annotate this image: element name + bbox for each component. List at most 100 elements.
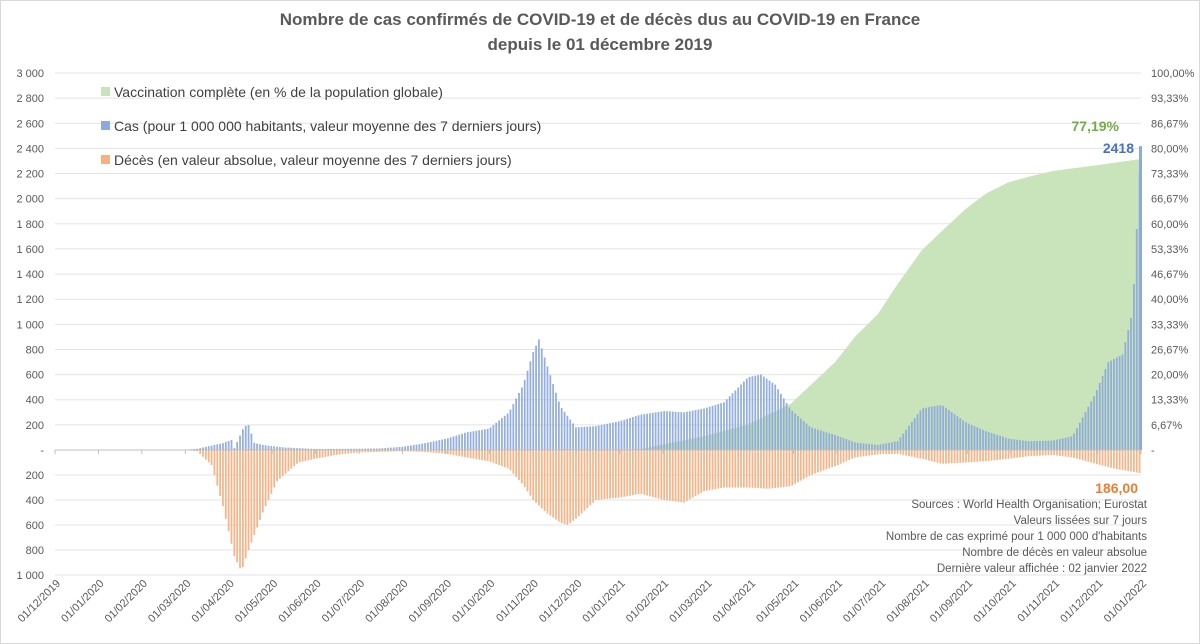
- cases-bar: [1127, 330, 1130, 450]
- deaths-bar: [276, 450, 278, 482]
- note-smoothing: Valeurs lissées sur 7 jours: [1014, 515, 1148, 527]
- deaths-bar: [996, 450, 999, 460]
- deaths-bar: [310, 450, 313, 460]
- deaths-bar: [438, 450, 441, 454]
- cases-bar: [1030, 441, 1033, 450]
- deaths-bar: [623, 450, 626, 497]
- deaths-bar: [338, 450, 341, 455]
- cases-bar: [503, 415, 506, 450]
- legend: Vaccination complète (en % de la populat…: [101, 84, 541, 168]
- cases-bar: [395, 447, 398, 450]
- deaths-bar: [239, 450, 241, 569]
- deaths-bar: [777, 450, 779, 488]
- cases-bar: [196, 448, 199, 450]
- deaths-bar: [1044, 450, 1047, 456]
- cases-bar: [1004, 437, 1007, 450]
- deaths-bar: [845, 450, 848, 462]
- cases-bar: [523, 379, 526, 450]
- deaths-bar: [284, 450, 287, 474]
- cases-bar: [532, 351, 535, 450]
- deaths-bar: [1130, 450, 1132, 472]
- cases-bar: [780, 393, 782, 450]
- deaths-bar: [475, 450, 478, 460]
- deaths-bar: [771, 450, 774, 489]
- deaths-bar: [842, 450, 845, 463]
- cases-bar: [441, 439, 444, 450]
- deaths-bar: [717, 450, 720, 489]
- cases-bar: [640, 414, 643, 450]
- deaths-bar: [290, 450, 293, 469]
- deaths-bar: [1124, 450, 1127, 471]
- cases-bar: [930, 406, 933, 450]
- deaths-bar: [520, 450, 523, 484]
- left-axis-tick-label: 2 000: [16, 194, 44, 206]
- cases-bar: [261, 444, 264, 450]
- cases-bar: [777, 389, 779, 450]
- legend-label-vaccination: Vaccination complète (en % de la populat…: [114, 84, 443, 100]
- deaths-bar: [984, 450, 987, 462]
- cases-bar: [270, 445, 273, 450]
- left-axis-tick-label: 600: [26, 520, 44, 532]
- cases-bar: [421, 443, 424, 450]
- cases-bar: [671, 411, 674, 450]
- cases-bar: [674, 411, 677, 450]
- cases-bar: [913, 418, 916, 450]
- deaths-bar: [651, 450, 654, 498]
- deaths-bar: [509, 450, 512, 471]
- deaths-bar: [435, 450, 438, 453]
- right-axis-tick-label: 33,33%: [1151, 319, 1189, 331]
- cases-bar: [1064, 437, 1067, 450]
- left-axis-tick-labels: 3 000 2 800 2 600 2 400 2 200 2 000 1 800 1 600…: [16, 68, 44, 582]
- deaths-bar: [1104, 450, 1107, 467]
- cases-bar: [856, 442, 859, 450]
- deaths-bar: [862, 450, 865, 457]
- cases-bar: [609, 423, 611, 450]
- deaths-bar: [486, 450, 489, 462]
- cases-bar: [868, 444, 871, 450]
- cases-bar: [224, 442, 227, 450]
- deaths-bar: [836, 450, 839, 465]
- deaths-bar: [347, 450, 350, 454]
- deaths-bar: [876, 450, 879, 455]
- deaths-bar: [543, 450, 546, 512]
- cases-bar: [566, 415, 569, 450]
- deaths-bar: [743, 450, 745, 488]
- deaths-bar: [381, 450, 384, 452]
- cases-bar: [706, 407, 708, 450]
- right-axis-tick-label: 100,00%: [1151, 68, 1195, 80]
- cases-bar: [1115, 357, 1118, 450]
- cases-bar: [461, 433, 463, 450]
- deaths-bar: [1087, 450, 1090, 462]
- right-axis-tick-label: -: [1151, 445, 1155, 457]
- left-axis-tick-label: -: [40, 445, 44, 457]
- deaths-bar: [449, 450, 452, 455]
- cases-bar: [885, 443, 888, 450]
- cases-bar: [620, 420, 623, 450]
- deaths-bar: [418, 450, 421, 452]
- deaths-bar: [546, 450, 549, 514]
- cases-bar: [335, 448, 338, 450]
- cases-bar: [1107, 362, 1110, 450]
- cases-bar: [381, 448, 384, 450]
- note-deaths-unit: Nombre de décès en valeur absolue: [962, 547, 1147, 559]
- deaths-bar: [677, 450, 680, 502]
- cases-bar: [239, 435, 241, 450]
- chart-subtitle: depuis le 01 décembre 2019: [488, 35, 713, 54]
- cases-bar: [370, 448, 372, 450]
- deaths-bar: [1135, 450, 1138, 473]
- cases-bar: [401, 446, 404, 450]
- last-value-vaccination-label: 77,19%: [1072, 118, 1120, 134]
- deaths-bar: [933, 450, 936, 462]
- note-cases-unit: Nombre de cas exprimé pour 1 000 000 d'h…: [886, 531, 1147, 543]
- deaths-bar: [688, 450, 691, 500]
- cases-bar: [1021, 440, 1024, 450]
- left-axis-tick-label: 2 200: [16, 169, 44, 181]
- cases-bar: [375, 448, 378, 450]
- deaths-bar: [657, 450, 660, 499]
- deaths-bar: [458, 450, 461, 457]
- deaths-bar: [1095, 450, 1098, 465]
- deaths-bar: [586, 450, 589, 509]
- cases-bar: [896, 441, 899, 450]
- left-axis-tick-label: 600: [26, 370, 44, 382]
- cases-bar: [745, 378, 748, 450]
